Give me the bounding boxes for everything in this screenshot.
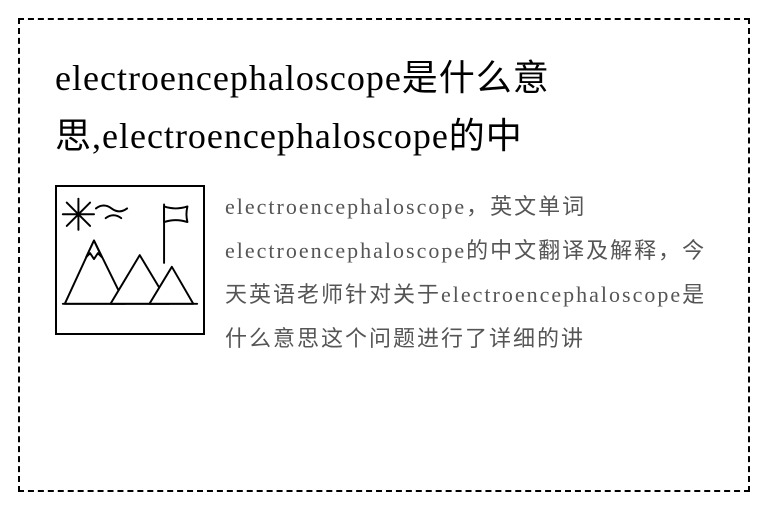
mountains [65,241,193,304]
mountain-sun-flag-icon [55,185,205,335]
dashed-frame: electroencephaloscope是什么意思,electroenceph… [18,18,750,492]
content-row: electroencephaloscope，英文单词electroencepha… [55,185,713,361]
article-body: electroencephaloscope，英文单词electroencepha… [225,185,713,361]
article-title: electroencephaloscope是什么意思,electroenceph… [55,50,713,165]
flag [164,207,187,223]
sun-rays [63,199,94,230]
wind-lines [96,206,127,219]
